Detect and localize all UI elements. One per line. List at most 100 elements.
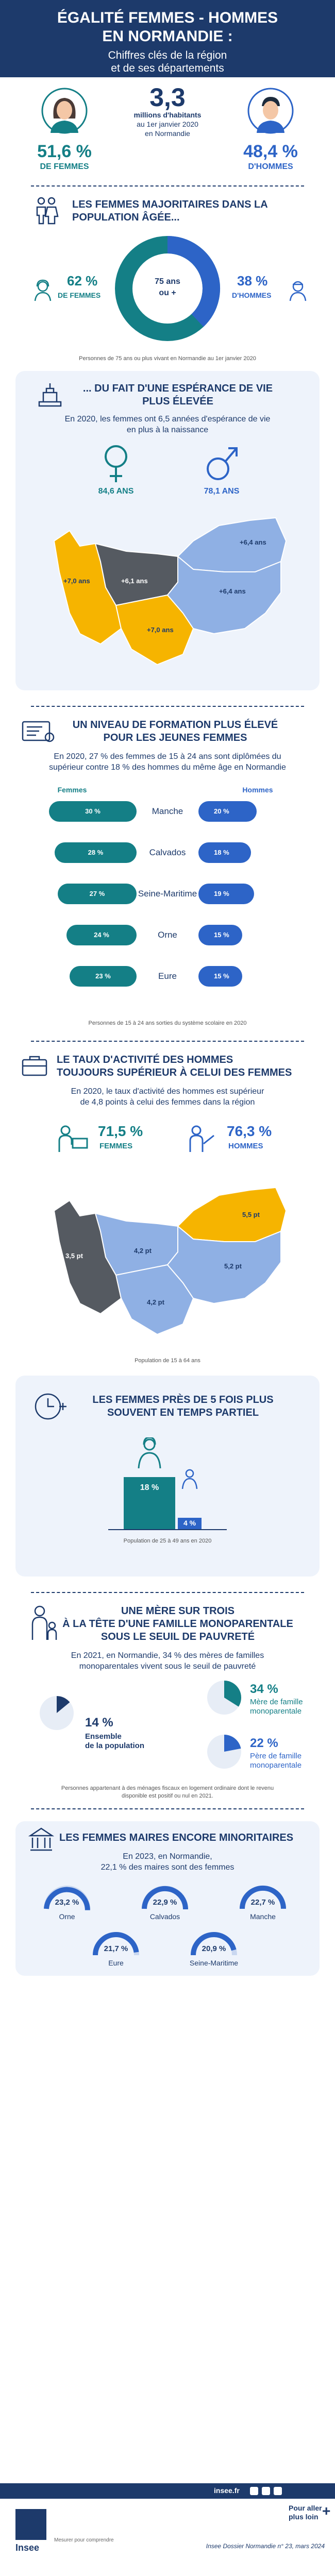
male-symbol-icon: [204, 443, 240, 484]
divider: [31, 185, 304, 187]
poverty-mothers-pie: [206, 1680, 242, 1716]
poverty-mothers-label2: monoparentale: [250, 1707, 302, 1716]
map-seine-maritime: [177, 517, 287, 572]
life-text-line2: en plus à la naissance: [126, 426, 209, 434]
youtube-icon[interactable]: [262, 2487, 270, 2495]
education-women-value: 30 %: [85, 807, 100, 815]
education-women-bar: 28 %: [55, 842, 137, 863]
page-title-line1: ÉGALITÉ FEMMES - HOMMES: [57, 9, 278, 26]
mayor-gauge-fill: [93, 1931, 139, 1956]
men-share-label: D'HOMMES: [248, 162, 293, 171]
mayor-gauge: 21,7 % Eure: [90, 1927, 142, 1973]
activity-men-value: 76,3 %: [227, 1123, 272, 1139]
poverty-fathers-label2: monoparentale: [250, 1761, 302, 1770]
mayors-title: LES FEMMES MAIRES ENCORE MINORITAIRES: [59, 1832, 294, 1843]
education-title-line2: POUR LES JEUNES FEMMES: [103, 732, 247, 743]
map-eure: [166, 1225, 281, 1304]
footer-top-bar: insee.fr: [0, 2483, 335, 2499]
mayor-gauge-dept: Seine-Maritime: [189, 1959, 239, 1967]
divider: [31, 706, 304, 707]
insee-logo: [15, 2509, 46, 2540]
poverty-population-slice: [57, 1696, 70, 1713]
mayor-gauge: 22,7 % Manche: [237, 1880, 289, 1927]
woman-avatar-icon: [41, 88, 88, 134]
mayor-gauge-value: 22,9 %: [153, 1898, 177, 1907]
elderly-donut-men: [167, 236, 220, 327]
mayor-gauge: 22,9 % Calvados: [139, 1880, 191, 1927]
plus-icon[interactable]: +: [322, 2503, 331, 2519]
activity-label-manche: 3,5 pt: [65, 1252, 83, 1260]
education-women-value: 27 %: [89, 890, 105, 897]
poverty-population-pie: [39, 1695, 75, 1731]
education-men-value: 15 %: [214, 972, 229, 980]
life-women-value: 84,6 ANS: [98, 487, 134, 496]
education-col-women: Femmes: [57, 786, 87, 794]
activity-label-orne: 4,2 pt: [147, 1298, 164, 1306]
part-time-title-line1: LES FEMMES PRÈS DE 5 FOIS PLUS: [92, 1394, 274, 1405]
mayor-gauge-value: 22,7 %: [250, 1898, 275, 1907]
divider: [31, 1592, 304, 1593]
part-time-title-line2: SOUVENT EN TEMPS PARTIEL: [107, 1407, 259, 1418]
education-men-bar: 19 %: [198, 884, 254, 904]
mayor-gauge-fill: [191, 1932, 237, 1956]
activity-women-label: FEMMES: [99, 1142, 133, 1150]
header-banner: ÉGALITÉ FEMMES - HOMMES EN NORMANDIE : C…: [0, 0, 335, 77]
part-time-men-bar: [178, 1517, 202, 1529]
poverty-fathers-slice: [224, 1735, 241, 1752]
footer-more-line2[interactable]: plus loin: [289, 2513, 319, 2521]
education-dept-label: Eure: [158, 971, 177, 981]
activity-label-eure: 5,2 pt: [224, 1262, 242, 1270]
men-share-value: 48,4 %: [243, 142, 298, 161]
mayor-gauge-value: 23,2 %: [55, 1898, 79, 1907]
activity-men-label: HOMMES: [228, 1142, 263, 1150]
education-women-value: 23 %: [95, 972, 111, 980]
education-men-bar: 15 %: [198, 966, 242, 987]
mayor-gauge-dept: Eure: [108, 1959, 124, 1967]
poverty-text-line2: monoparentales vivent sous le seuil de p…: [79, 1662, 256, 1671]
part-time-panel: [15, 1376, 320, 1577]
female-symbol-icon: [100, 443, 131, 484]
part-time-women-value: 18 %: [140, 1483, 159, 1493]
education-men-value: 15 %: [214, 931, 229, 939]
mayor-gauge-fill: [142, 1886, 188, 1910]
life-title-line1: ... DU FAIT D'UNE ESPÉRANCE DE VIE: [82, 383, 273, 394]
poverty-title-line1: UNE MÈRE SUR TROIS: [121, 1605, 235, 1617]
education-dept-label: Calvados: [149, 848, 186, 857]
education-women-value: 28 %: [88, 849, 104, 856]
mayor-gauge-dept: Manche: [250, 1912, 276, 1921]
donut-center-line2: ou +: [159, 289, 176, 297]
poverty-fathers-label1: Père de famille: [250, 1752, 302, 1760]
population-line3: en Normandie: [145, 129, 190, 138]
life-title-line2: PLUS ÉLEVÉE: [142, 396, 213, 407]
mayors-text-line1: En 2023, en Normandie,: [123, 1852, 212, 1861]
poverty-mothers-value: 34 %: [250, 1682, 278, 1696]
poverty-text-line1: En 2021, en Normandie, 34 % des mères de…: [71, 1651, 264, 1660]
twitter-icon[interactable]: [250, 2487, 258, 2495]
footer-site-link[interactable]: insee.fr: [214, 2486, 240, 2495]
education-dept-label: Seine-Maritime: [138, 889, 197, 899]
map-label-orne: +7,0 ans: [147, 626, 174, 634]
hourglass-icon: [36, 381, 64, 409]
map-orne: [115, 1264, 194, 1335]
education-men-value: 18 %: [214, 849, 229, 856]
education-chart: 30 % Manche 20 % 28 % Calvados 18 % 27 % Seine-…: [0, 801, 335, 1018]
poverty-title-line3: SOUS LE SEUIL DE PAUVRETÉ: [100, 1631, 255, 1642]
education-men-bar: 18 %: [198, 842, 251, 863]
mayor-gauge: 20,9 % Seine-Maritime: [188, 1927, 240, 1973]
activity-map: 5,5 pt 3,5 pt 4,2 pt 5,2 pt 4,2 pt: [39, 1180, 296, 1350]
poverty-title-line2: À LA TÊTE D'UNE FAMILLE MONOPARENTALE: [62, 1618, 293, 1630]
map-label-manche: +7,0 ans: [63, 577, 90, 585]
mayor-gauge-value: 20,9 %: [202, 1944, 226, 1953]
women-share-label: DE FEMMES: [40, 162, 89, 171]
mayor-gauge: 23,2 % Orne: [41, 1880, 93, 1927]
activity-note: Population de 15 à 64 ans: [135, 1358, 200, 1364]
life-men-value: 78,1 ANS: [204, 487, 240, 496]
mayors-chart: 23,2 % Orne 22,9 % Calvados 22,7 % Manche 21,7…: [0, 1875, 335, 1973]
linkedin-icon[interactable]: [274, 2487, 282, 2495]
footer-tagline: Mesurer pour comprendre: [54, 2537, 114, 2543]
poverty-mothers-slice: [224, 1681, 241, 1707]
footer-more-line1[interactable]: Pour aller: [289, 2504, 322, 2512]
briefcase-icon: [21, 1054, 48, 1077]
mayor-gauge-value: 21,7 %: [104, 1944, 128, 1953]
activity-label-calvados: 4,2 pt: [134, 1247, 152, 1255]
